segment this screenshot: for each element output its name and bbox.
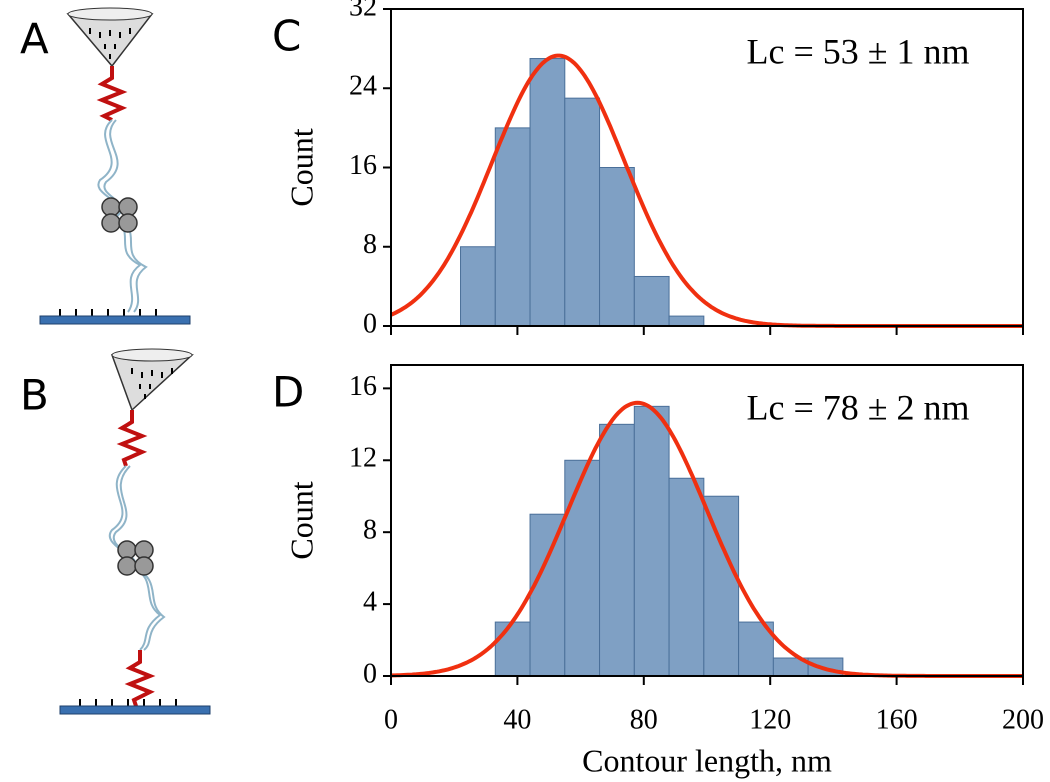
bar [633,275,670,327]
panel-label: A [20,15,49,64]
bar [668,477,705,677]
plot-frame [390,364,1024,677]
annotation: Lc = 53 ± 1 nm [746,31,969,71]
x-tick-label: 120 [749,704,791,735]
bar [633,405,670,677]
y-tick-label: 24 [349,71,377,102]
panel-label: B [20,371,49,420]
x-tick-label: 200 [1002,704,1044,735]
bar [494,127,531,327]
bar [703,495,740,677]
annotation: Lc = 78 ± 2 nm [746,387,969,427]
y-tick-label: 0 [363,308,377,339]
y-axis-label: Count [283,128,319,206]
y-tick-label: 16 [349,150,377,181]
x-tick-label: 80 [630,704,658,735]
panel-label: C [272,12,301,61]
y-tick-label: 8 [363,515,377,546]
bar [599,167,635,327]
x-axis-label: Contour length, nm [582,742,832,778]
y-tick-label: 0 [363,658,377,689]
panel-label: D [272,368,304,417]
bar [529,58,566,327]
bar [564,97,601,327]
y-tick-label: 12 [349,443,377,474]
y-tick-label: 16 [349,371,377,402]
bar [529,513,566,677]
y-tick-label: 32 [349,0,377,22]
bar [460,246,496,327]
bar [599,423,635,677]
bar [494,621,531,677]
bar [564,459,601,677]
x-tick-label: 40 [503,704,531,735]
y-axis-label: Count [283,481,319,559]
diagram-b [59,348,211,715]
diagram-a [39,7,191,325]
y-tick-label: 8 [363,229,377,260]
bar [668,315,705,327]
y-tick-label: 4 [363,587,377,618]
x-tick-label: 160 [876,704,918,735]
x-tick-label: 0 [384,704,398,735]
